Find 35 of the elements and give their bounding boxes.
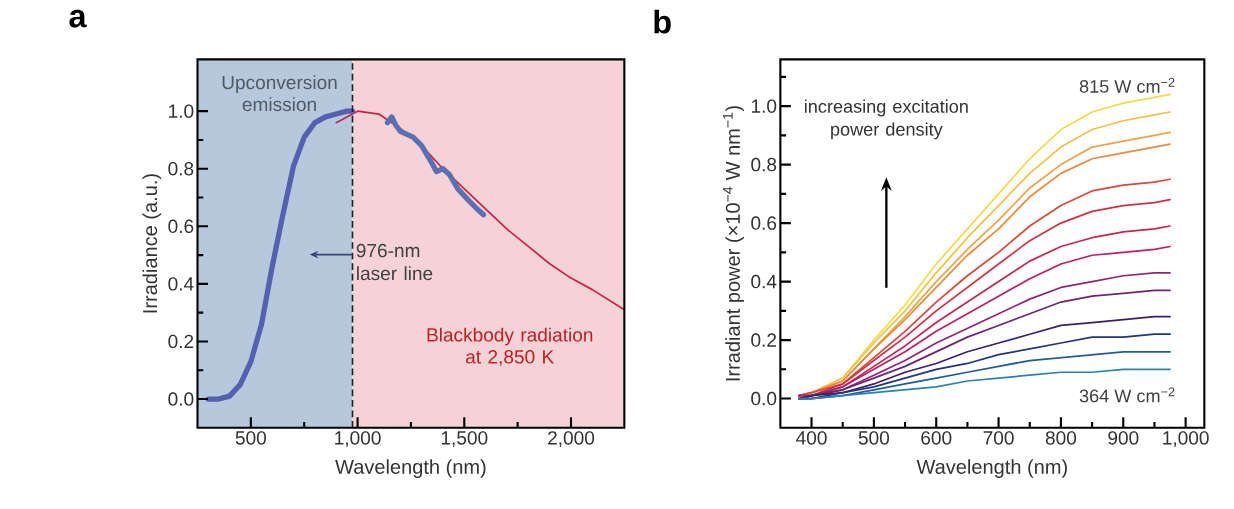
- band-label: Upconversion emission: [222, 75, 337, 112]
- y-tick-label: 0.0: [168, 392, 194, 406]
- y-tick-label: 0.8: [751, 157, 777, 172]
- x-tick-label: 2,000: [548, 431, 595, 447]
- y-tick-label: 0.6: [168, 219, 194, 233]
- band-label: Blackbody radiation at 2,850 K: [427, 327, 593, 366]
- annotation: increasing excitation power density: [804, 99, 968, 140]
- x-axis-title: Wavelength (nm): [916, 459, 1067, 478]
- y-tick-label: 0.8: [168, 161, 194, 176]
- y-tick-label: 1.0: [169, 104, 194, 118]
- y-tick-label: 0.6: [751, 216, 777, 230]
- x-tick-label: 600: [921, 431, 952, 445]
- ref-line-label: 976-nm laser line: [356, 243, 433, 281]
- x-axis-title: Wavelength (nm): [335, 459, 486, 478]
- x-tick-label: 800: [1045, 431, 1077, 445]
- x-tick-label: 1,000: [335, 431, 381, 447]
- y-tick-label: 0.4: [168, 277, 194, 291]
- y-tick-label: 0.0: [751, 391, 777, 406]
- x-tick-label: 500: [858, 431, 890, 445]
- annotation: 815 W cm$^{−2}$: [1079, 77, 1175, 93]
- x-tick-label: 1,000: [1163, 431, 1209, 447]
- y-tick-label: 1.0: [751, 99, 777, 113]
- chart-title: a: [69, 9, 87, 28]
- x-tick-label: 500: [235, 431, 267, 445]
- x-tick-label: 400: [796, 431, 827, 445]
- y-axis-title: Irradiant power (×10$^{−4}$ W nm$^{−1}$): [722, 106, 744, 381]
- x-tick-label: 700: [983, 431, 1014, 445]
- y-tick-label: 0.4: [751, 274, 777, 289]
- x-tick-label: 1,500: [441, 431, 488, 447]
- x-tick-label: 900: [1108, 431, 1139, 445]
- y-tick-label: 0.2: [751, 333, 777, 347]
- annotation: 364 W cm$^{−2}$: [1079, 387, 1175, 403]
- y-axis-title: Irradiance (a.u.): [142, 174, 162, 313]
- y-tick-label: 0.2: [168, 334, 194, 349]
- chart-title: b: [654, 9, 671, 34]
